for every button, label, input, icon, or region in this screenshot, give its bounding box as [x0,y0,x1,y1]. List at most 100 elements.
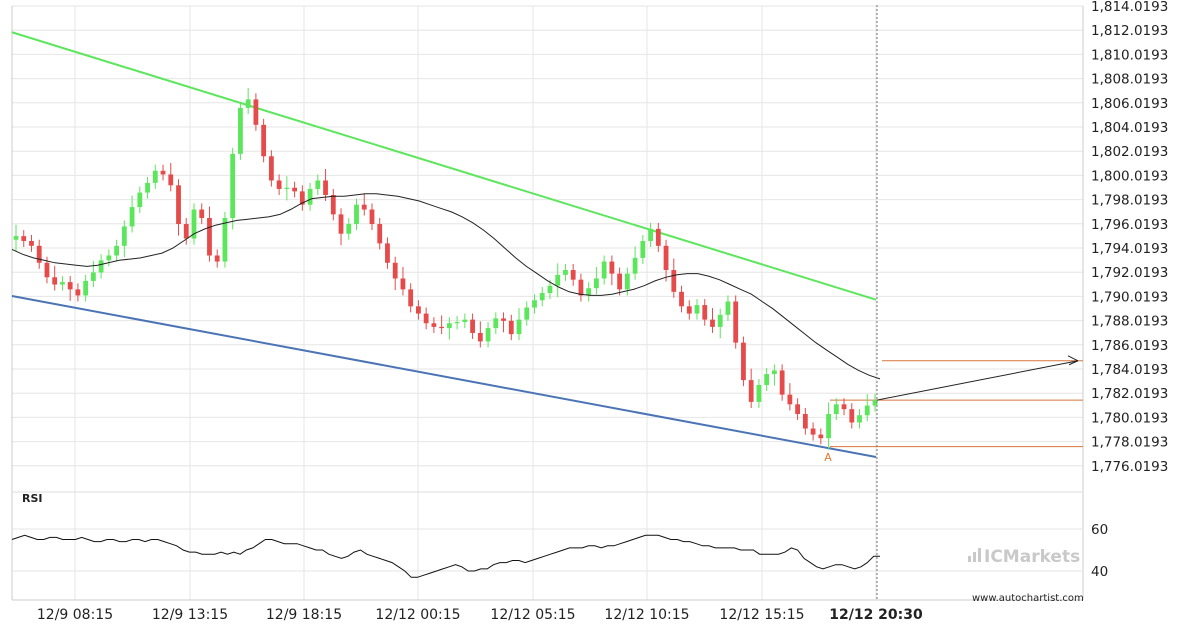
candle-body [686,306,692,314]
trendline-support [11,295,877,458]
candle-body [833,404,839,415]
candle-body [377,224,383,244]
candle-body [385,243,390,263]
candle-body [145,182,150,193]
candle-body [152,170,158,183]
pattern-point-marker: A [824,451,832,464]
candle-body [253,99,259,125]
candle-body [655,228,661,246]
time-tick-label: 12/12 05:15 [490,607,575,623]
time-tick-label: 12/9 18:15 [266,607,342,623]
candle-body [532,300,537,308]
candle-body [137,192,143,208]
price-tick-label: 1,792.0193 [1091,265,1168,281]
candle-body [671,270,677,292]
candle-body [168,174,174,186]
candle-body [114,245,120,256]
candle-body [624,273,630,290]
candle-body [52,277,58,285]
candle-body [725,301,731,315]
price-tick-label: 1,808.0193 [1091,72,1168,88]
candle-body [60,282,65,285]
price-tick-label: 1,794.0193 [1091,241,1168,257]
price-tick-label: 1,802.0193 [1091,144,1168,160]
price-tick-label: 1,810.0193 [1091,47,1168,63]
price-tick-label: 1,796.0193 [1091,217,1168,233]
price-tick-label: 1,812.0193 [1091,23,1168,39]
candle-body [771,370,777,375]
rsi-tick-label: 40 [1091,564,1108,580]
candle-body [748,380,754,402]
candle-body [439,326,445,329]
candle-body [299,191,305,205]
candle-body [779,370,785,395]
candle-body [601,261,607,279]
annotations: A [824,451,832,464]
candle-body [214,255,220,262]
price-tick-label: 1,780.0193 [1091,410,1168,426]
candle-body [392,262,398,279]
candle-body [369,209,375,225]
forecast-arrow [876,355,1079,401]
price-tick-label: 1,790.0193 [1091,289,1168,305]
candle-body [207,217,212,256]
moving-average-line [11,193,881,380]
candle-body [446,323,452,329]
candle-body [315,180,321,189]
trendline-resistance [11,31,877,301]
candle-body [787,394,793,405]
candle-body [694,305,700,314]
broker-name: ICMarkets [984,547,1080,567]
candle-body [663,245,669,271]
candle-body [230,153,236,218]
candle-body [547,285,553,294]
candle-body [90,272,96,281]
candle-body [98,260,104,273]
candle-body [756,384,762,402]
price-levels [830,360,1083,448]
trend-lines [11,31,877,458]
candle-body [222,217,228,262]
price-tick-label: 1,786.0193 [1091,338,1168,354]
candle-body [508,320,514,335]
candle-body [810,428,816,435]
candle-body [795,404,801,415]
price-tick-label: 1,778.0193 [1091,435,1168,451]
candle-body [563,270,568,275]
candle-body [849,409,855,423]
price-grid [11,5,1084,601]
candle-body [864,405,870,416]
candle-body [338,214,344,234]
price-tick-label: 1,776.0193 [1091,459,1168,475]
rsi-title: RSI [22,492,43,505]
price-tick-label: 1,814.0193 [1091,0,1168,15]
candle-body [268,156,274,181]
candle-body [67,282,73,290]
candle-body [330,194,336,215]
time-tick-label: 12/12 15:15 [719,607,804,623]
candle-body [191,209,197,239]
candle-body [245,99,251,108]
candle-body [261,124,267,157]
candle-body [83,280,89,296]
candle-body [160,170,166,175]
candle-body [307,188,313,205]
candle-body [539,293,545,301]
candle-body [485,328,491,342]
candle-body [764,374,770,385]
price-tick-label: 1,782.0193 [1091,386,1168,402]
candle-body [431,323,437,327]
candle-body [292,187,297,192]
candle-body [176,185,181,225]
candle-body [477,332,483,342]
candle-body [826,414,831,439]
candle-body [106,255,112,261]
rsi-tick-label: 60 [1091,522,1108,538]
candle-body [857,415,862,423]
candle-body [470,319,475,333]
candle-body [679,291,684,307]
candle-body [454,322,460,324]
candle-body [648,228,653,241]
candle-body [346,224,352,234]
candle-body [632,257,638,274]
